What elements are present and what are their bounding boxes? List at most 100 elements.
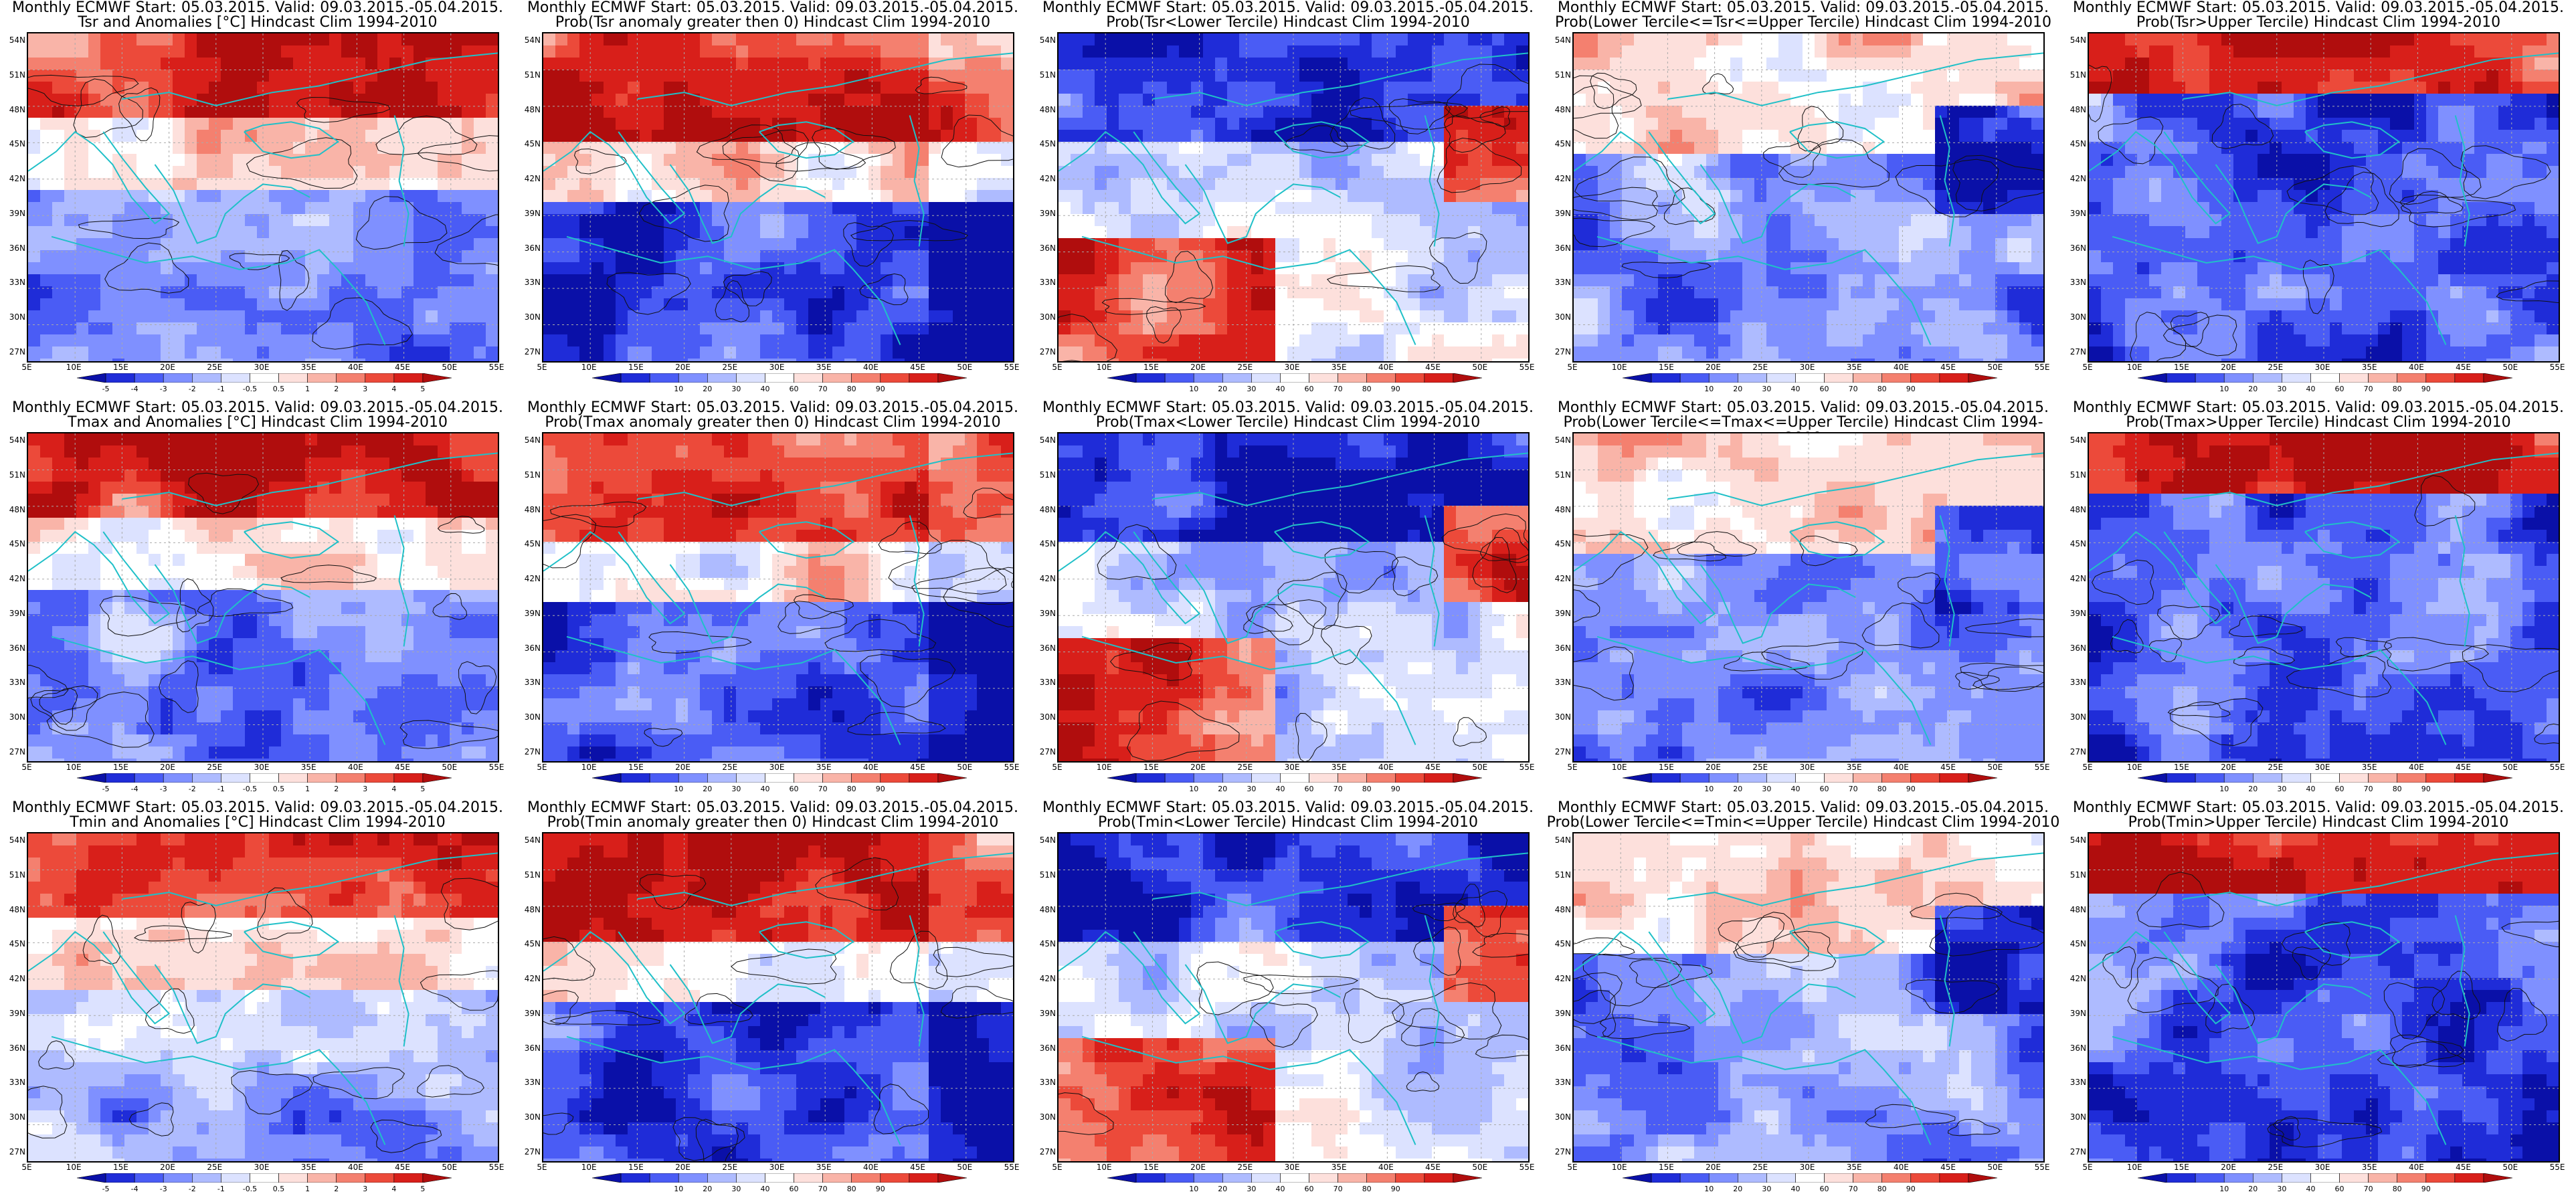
shaded-cell bbox=[28, 322, 41, 335]
shaded-cell bbox=[1107, 154, 1119, 167]
shaded-cell bbox=[808, 226, 821, 239]
shaded-cell bbox=[40, 286, 53, 299]
shaded-cell bbox=[245, 286, 258, 299]
shaded-cell bbox=[426, 94, 438, 106]
shaded-cell bbox=[233, 33, 246, 46]
shaded-cell bbox=[1420, 106, 1433, 118]
shaded-cell bbox=[1790, 250, 1803, 263]
color-bar-segment bbox=[880, 373, 910, 383]
shaded-cell bbox=[1899, 154, 1912, 167]
shaded-cell bbox=[868, 142, 881, 155]
shaded-cell bbox=[616, 262, 628, 275]
shaded-cell bbox=[2438, 70, 2451, 82]
shaded-cell bbox=[1827, 238, 1839, 251]
shaded-cell bbox=[1971, 214, 1984, 227]
shaded-cell bbox=[1504, 190, 1517, 203]
shaded-cell bbox=[1468, 359, 1481, 361]
shaded-cell bbox=[1851, 334, 1863, 347]
shaded-cell bbox=[881, 82, 893, 94]
shaded-cell bbox=[1071, 118, 1083, 130]
shaded-cell bbox=[438, 142, 450, 155]
shaded-cell bbox=[1396, 214, 1408, 227]
shaded-cell bbox=[173, 130, 185, 142]
shaded-cell bbox=[1754, 334, 1767, 347]
shaded-cell bbox=[1059, 262, 1071, 275]
shaded-cell bbox=[1263, 226, 1276, 239]
shaded-cell bbox=[1251, 33, 1264, 46]
shaded-cell bbox=[377, 70, 390, 82]
shaded-cell bbox=[245, 250, 258, 263]
shaded-cell bbox=[1372, 106, 1384, 118]
shaded-cell bbox=[1947, 274, 1960, 287]
shaded-cell bbox=[567, 178, 580, 191]
shaded-cell bbox=[1227, 130, 1240, 142]
shaded-cell bbox=[567, 334, 580, 347]
shaded-cell bbox=[52, 118, 65, 130]
shaded-cell bbox=[1598, 94, 1611, 106]
shaded-cell bbox=[712, 33, 725, 46]
shaded-cell bbox=[989, 33, 1002, 46]
shaded-cell bbox=[1336, 214, 1348, 227]
shaded-cell bbox=[2007, 154, 2020, 167]
shaded-cell bbox=[88, 202, 101, 215]
shaded-cell bbox=[1155, 82, 1168, 94]
shaded-cell bbox=[1372, 286, 1384, 299]
shaded-cell bbox=[772, 106, 785, 118]
shaded-cell bbox=[1095, 310, 1107, 323]
shaded-cell bbox=[305, 334, 318, 347]
shaded-cell bbox=[1215, 346, 1228, 359]
shaded-cell bbox=[1827, 45, 1839, 58]
shaded-cell bbox=[1622, 250, 1635, 263]
shaded-cell bbox=[808, 178, 821, 191]
shaded-cell bbox=[1001, 130, 1013, 142]
shaded-cell bbox=[1468, 130, 1481, 142]
color-bar-segment bbox=[1708, 373, 1738, 383]
shaded-cell bbox=[1790, 310, 1803, 323]
shaded-cell bbox=[341, 214, 354, 227]
coastline bbox=[1274, 121, 1370, 159]
coastline bbox=[154, 164, 310, 244]
longitude-tick-label: 10E bbox=[1611, 363, 1627, 372]
shaded-cell bbox=[1468, 310, 1481, 323]
shaded-cell bbox=[929, 238, 941, 251]
shaded-cell bbox=[1827, 106, 1839, 118]
shaded-cell bbox=[353, 94, 366, 106]
shaded-cell bbox=[365, 310, 378, 323]
shaded-cell bbox=[1396, 346, 1408, 359]
shaded-cell bbox=[616, 274, 628, 287]
shaded-cell bbox=[1851, 166, 1863, 179]
shaded-cell bbox=[844, 82, 857, 94]
shaded-cell bbox=[1586, 45, 1598, 58]
shaded-cell bbox=[1718, 94, 1731, 106]
shaded-cell bbox=[748, 82, 761, 94]
shaded-cell bbox=[1095, 70, 1107, 82]
shaded-cell bbox=[1444, 142, 1457, 155]
shaded-cell bbox=[1275, 94, 1288, 106]
shaded-cell bbox=[389, 238, 402, 251]
shaded-cell bbox=[1730, 118, 1743, 130]
shaded-cell bbox=[269, 58, 282, 70]
shaded-cell bbox=[269, 322, 282, 335]
shaded-cell bbox=[76, 154, 89, 167]
coastline bbox=[1059, 130, 1201, 225]
shaded-cell bbox=[856, 94, 869, 106]
shaded-cell bbox=[1706, 154, 1719, 167]
shaded-cell bbox=[185, 94, 197, 106]
shaded-cell bbox=[1107, 178, 1119, 191]
shaded-cell bbox=[1311, 238, 1324, 251]
shaded-cell bbox=[1911, 130, 1924, 142]
shaded-cell bbox=[474, 70, 486, 82]
shaded-cell bbox=[604, 118, 616, 130]
shaded-cell bbox=[1634, 298, 1647, 311]
shaded-cell bbox=[1923, 70, 1936, 82]
shaded-cell bbox=[1598, 274, 1611, 287]
shaded-cell bbox=[1287, 142, 1300, 155]
shaded-cell bbox=[329, 154, 342, 167]
latitude-tick-label: 54N bbox=[1554, 35, 1571, 45]
shaded-cell bbox=[1456, 190, 1469, 203]
shaded-cell bbox=[1851, 154, 1863, 167]
shaded-cell bbox=[1299, 190, 1312, 203]
shaded-cell bbox=[233, 178, 246, 191]
shaded-cell bbox=[1251, 45, 1264, 58]
shaded-cell bbox=[1251, 286, 1264, 299]
